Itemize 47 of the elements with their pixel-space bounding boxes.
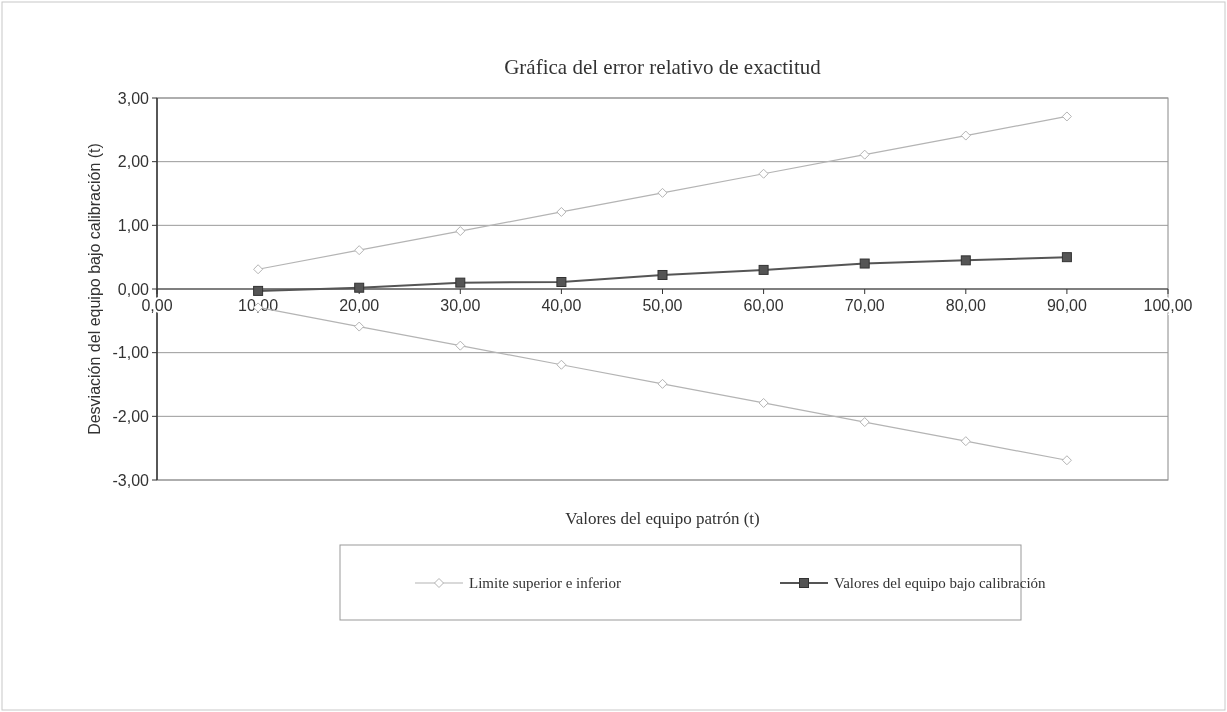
point — [556, 359, 567, 370]
point — [354, 321, 365, 332]
legend-label: Valores del equipo bajo calibración — [834, 575, 1047, 592]
point — [455, 340, 466, 351]
point — [859, 417, 870, 428]
y-tick-label: 1,00 — [117, 216, 150, 234]
point — [455, 226, 466, 237]
point — [960, 436, 971, 447]
y-tick-label: 2,00 — [117, 153, 150, 171]
x-tick-label: 80,00 — [945, 297, 986, 314]
point — [960, 255, 971, 266]
point — [657, 269, 668, 280]
point — [1061, 455, 1072, 466]
point — [556, 206, 567, 217]
point — [253, 264, 264, 275]
point — [758, 397, 769, 408]
x-tick-label: 50,00 — [642, 297, 683, 314]
y-tick-label: 3,00 — [117, 89, 150, 107]
x-axis-title: Valores del equipo patrón (t) — [565, 509, 760, 528]
x-tick-label: 20,00 — [339, 297, 380, 314]
y-tick-label: -3,00 — [112, 471, 150, 489]
y-tick-label: -2,00 — [112, 407, 150, 425]
point — [657, 187, 668, 198]
point — [758, 264, 769, 275]
x-tick-label: 40,00 — [541, 297, 582, 314]
point — [253, 285, 264, 296]
point — [859, 258, 870, 269]
legend-label: Limite superior e inferior — [469, 575, 622, 592]
point — [859, 149, 870, 160]
y-tick-label: 0,00 — [117, 280, 150, 298]
chart-title: Gráfica del error relativo de exactitud — [504, 55, 822, 79]
y-tick-label: -1,00 — [112, 344, 150, 362]
point — [556, 277, 567, 287]
point — [1061, 252, 1072, 263]
point — [455, 277, 466, 288]
point — [960, 130, 971, 141]
point — [354, 282, 365, 293]
point — [657, 378, 668, 389]
point — [354, 245, 365, 256]
y-axis-title: Desviación del equipo bajo calibración (t) — [86, 143, 103, 435]
x-tick-label: 90,00 — [1046, 297, 1088, 314]
point — [758, 168, 769, 179]
x-tick-label: 70,00 — [844, 297, 885, 314]
point — [1061, 111, 1072, 122]
x-tick-label: 30,00 — [440, 297, 481, 314]
x-tick-label: 100,00 — [1143, 297, 1193, 314]
x-tick-label: 60,00 — [743, 297, 784, 314]
